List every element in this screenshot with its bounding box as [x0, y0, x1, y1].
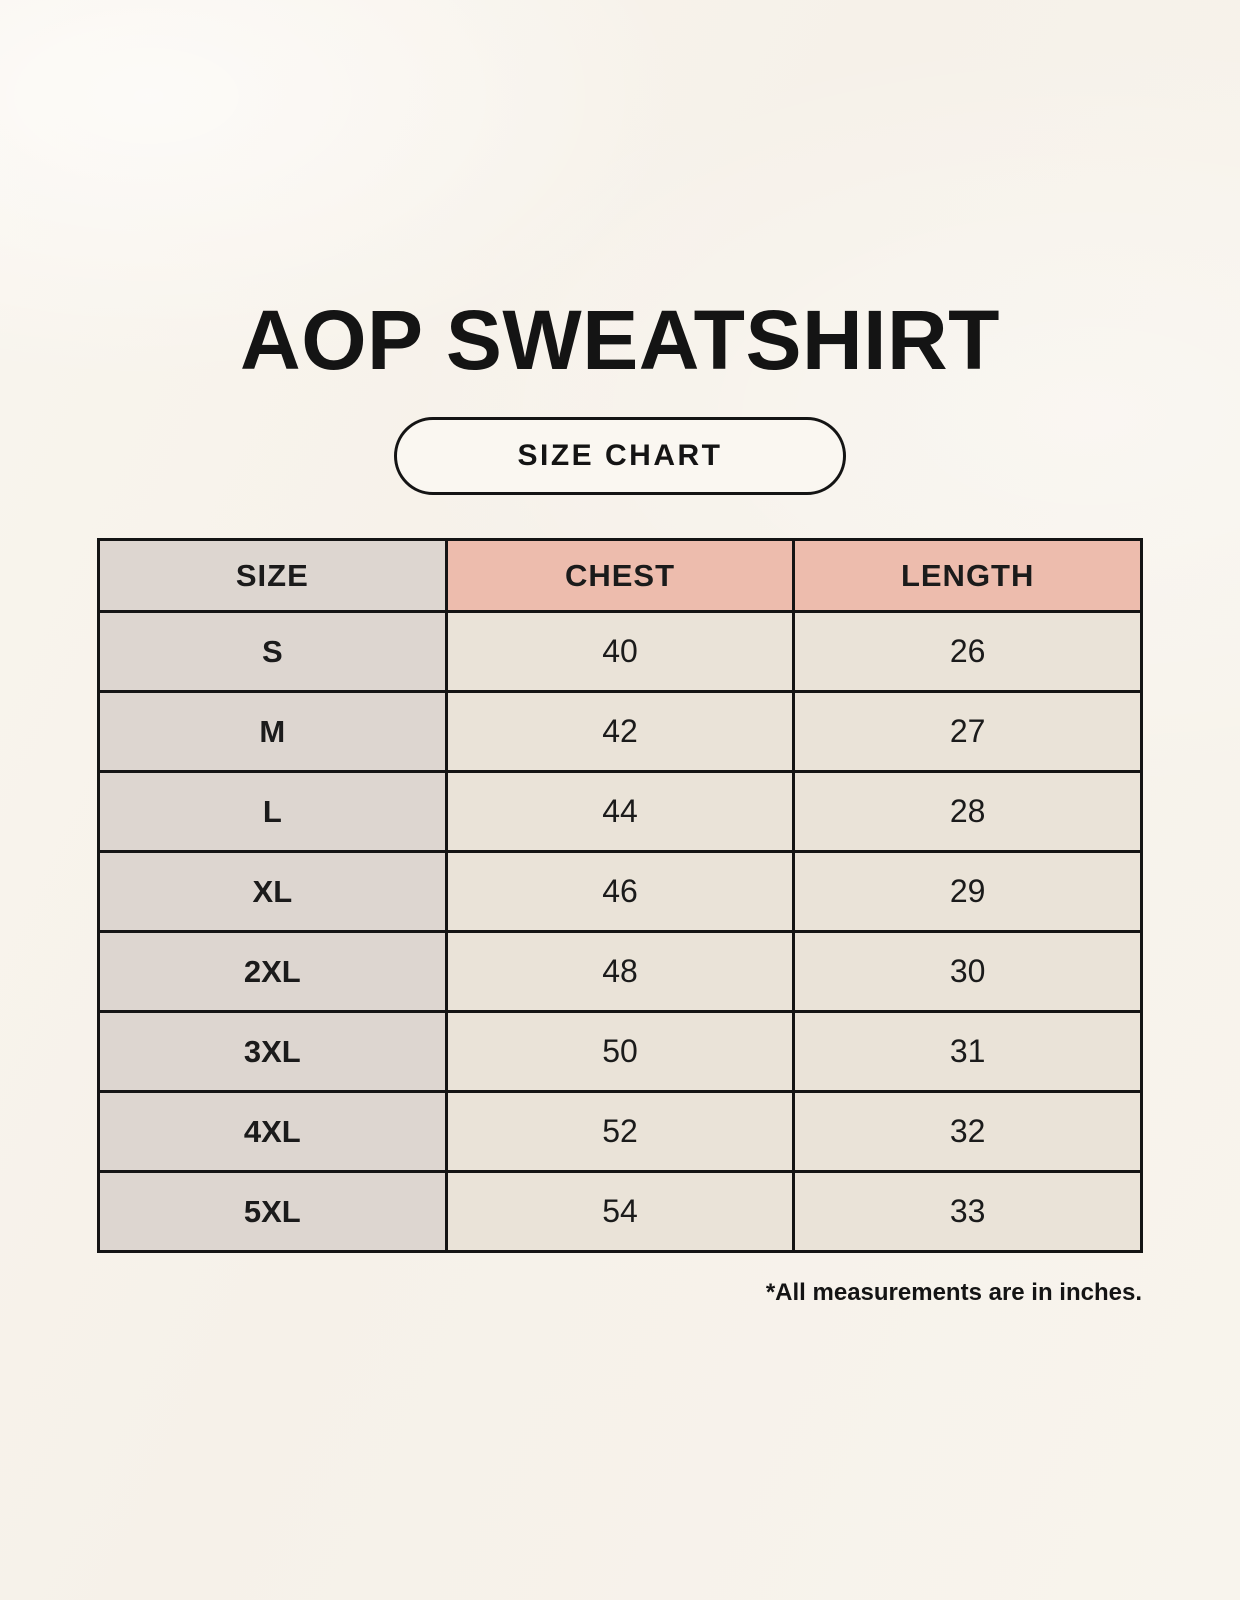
- chest-cell: 50: [444, 1010, 796, 1093]
- table-header-row: SIZE CHEST LENGTH: [97, 538, 1143, 613]
- chest-cell: 52: [444, 1090, 796, 1173]
- length-cell: 26: [792, 610, 1143, 693]
- column-header-size: SIZE: [97, 538, 448, 613]
- size-chart-badge-label: SIZE CHART: [517, 439, 723, 472]
- chest-cell: 48: [444, 930, 796, 1013]
- table-row: 3XL 50 31: [97, 1010, 1143, 1093]
- column-header-chest: CHEST: [444, 538, 796, 613]
- page-title: AOP SWEATSHIRT: [240, 293, 1000, 387]
- chest-cell: 44: [444, 770, 796, 853]
- table-row: L 44 28: [97, 770, 1143, 853]
- table-row: 2XL 48 30: [97, 930, 1143, 1013]
- length-cell: 31: [792, 1010, 1143, 1093]
- chest-cell: 40: [444, 610, 796, 693]
- table-row: M 42 27: [97, 690, 1143, 773]
- length-cell: 28: [792, 770, 1143, 853]
- length-cell: 33: [792, 1170, 1143, 1253]
- measurement-footnote: *All measurements are in inches.: [765, 1279, 1142, 1306]
- size-cell: 3XL: [97, 1010, 448, 1093]
- size-cell: L: [97, 770, 448, 853]
- size-cell: M: [97, 690, 448, 773]
- chest-cell: 42: [444, 690, 796, 773]
- column-header-length: LENGTH: [792, 538, 1143, 613]
- size-table: SIZE CHEST LENGTH S 40 26 M 42 27 L 44 2…: [97, 538, 1143, 1253]
- table-row: 5XL 54 33: [97, 1170, 1143, 1253]
- length-cell: 27: [792, 690, 1143, 773]
- size-cell: S: [97, 610, 448, 693]
- table-row: S 40 26: [97, 610, 1143, 693]
- length-cell: 29: [792, 850, 1143, 933]
- chest-cell: 46: [444, 850, 796, 933]
- length-cell: 30: [792, 930, 1143, 1013]
- size-cell: 2XL: [97, 930, 448, 1013]
- table-row: XL 46 29: [97, 850, 1143, 933]
- size-cell: 5XL: [97, 1170, 448, 1253]
- chest-cell: 54: [444, 1170, 796, 1253]
- size-cell: XL: [97, 850, 448, 933]
- length-cell: 32: [792, 1090, 1143, 1173]
- table-row: 4XL 52 32: [97, 1090, 1143, 1173]
- size-cell: 4XL: [97, 1090, 448, 1173]
- size-chart-badge: SIZE CHART: [394, 417, 846, 495]
